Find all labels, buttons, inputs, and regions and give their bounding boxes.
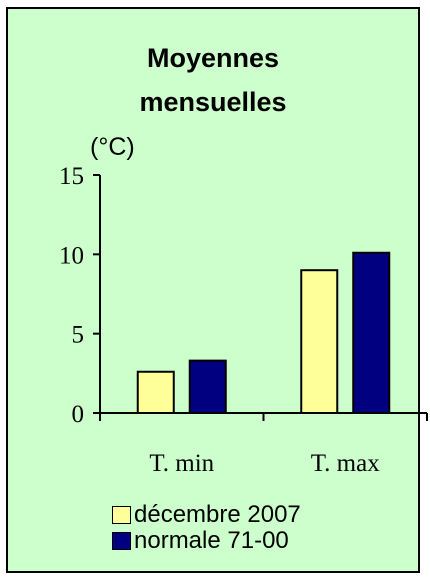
legend-swatch-series-2 [112,532,131,550]
y-tick-label-2: 10 [59,242,84,269]
legend-label-series-2: normale 71-00 [134,527,289,554]
legend: décembre 2007 normale 71-00 [112,502,301,554]
x-category-label-0: T. min [149,450,214,477]
y-axis-unit-label: (°C) [90,133,135,161]
bars [136,251,391,415]
chart-title-line-1: Moyennes [146,43,280,73]
bar-2-t-max [352,251,391,414]
legend-swatch-series-1 [112,506,131,524]
x-category-label-1: T. max [311,450,380,477]
chart-title-line-2: mensuelles [139,87,287,117]
chart-frame: Moyennes mensuelles [6,7,420,573]
y-tick-label-3: 15 [59,163,84,190]
legend-label-series-1: décembre 2007 [134,501,301,528]
legend-item-series-1: décembre 2007 [112,502,301,528]
axis-labels: 0 5 10 15 T. min T. max [59,163,380,477]
y-tick-label-1: 5 [72,322,85,349]
bar-1-t-max [300,269,339,415]
y-tick-label-0: 0 [72,401,85,428]
bar-1-t-min [136,370,175,415]
bar-2-t-min [188,359,227,415]
legend-item-series-2: normale 71-00 [112,528,301,554]
